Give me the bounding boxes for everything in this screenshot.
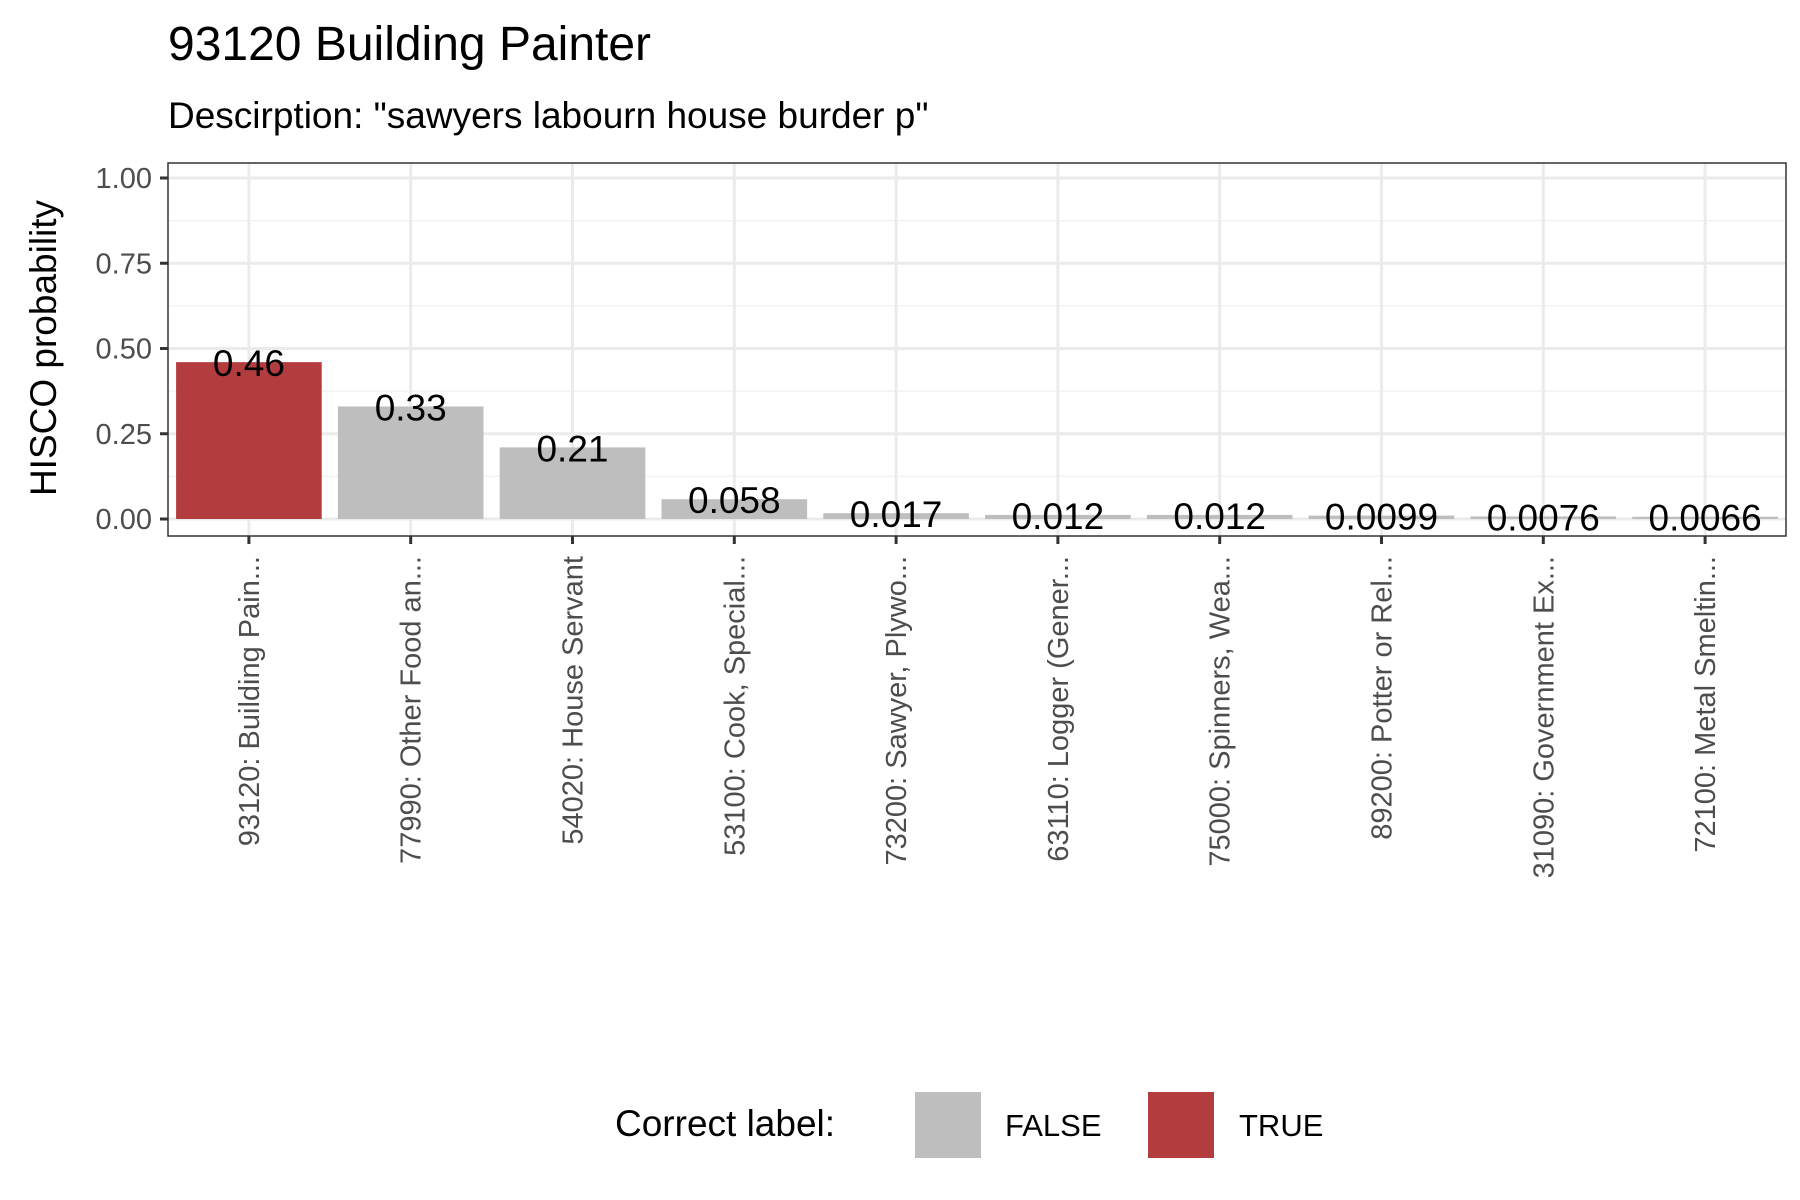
data-label: 0.012 <box>1173 496 1266 537</box>
legend-swatch-false <box>915 1092 981 1158</box>
bar <box>1470 516 1617 519</box>
data-label: 0.058 <box>688 480 781 521</box>
data-label: 0.0099 <box>1325 497 1438 538</box>
data-label: 0.0076 <box>1487 497 1600 538</box>
x-tick-label: 63110: Logger (Gener... <box>1043 556 1075 862</box>
bar <box>176 362 322 519</box>
bar <box>1146 514 1293 519</box>
legend: Correct label: FALSE TRUE <box>615 1092 1323 1158</box>
bar <box>985 514 1131 519</box>
x-tick-label: 31090: Government Ex... <box>1528 556 1560 878</box>
x-tick-label: 77990: Other Food an... <box>396 556 428 864</box>
data-label: 0.017 <box>850 494 943 535</box>
chart-title: 93120 Building Painter <box>168 18 651 71</box>
x-tick-label: 75000: Spinners, Wea... <box>1205 556 1237 867</box>
y-tick-label: 0.50 <box>96 334 152 366</box>
bar <box>1632 516 1778 519</box>
x-tick-label: 73200: Sawyer, Plywo... <box>881 556 913 866</box>
x-tick-label: 72100: Metal Smeltin... <box>1690 556 1722 853</box>
bar <box>337 406 484 519</box>
data-label: 0.012 <box>1012 496 1105 537</box>
legend-label-false: FALSE <box>1005 1108 1102 1143</box>
data-label: 0.46 <box>213 343 285 384</box>
y-tick-label: 0.75 <box>96 248 152 280</box>
x-tick-label: 89200: Potter or Rel... <box>1367 556 1399 840</box>
data-label: 0.21 <box>536 428 608 469</box>
x-tick-label: 93120: Building Pain... <box>234 556 266 846</box>
data-label: 0.33 <box>375 387 447 428</box>
legend-title: Correct label: <box>615 1103 835 1144</box>
plot-area: 0.46 0.33 0.21 0.058 0.017 0.012 0.012 0.0099 0.… <box>96 162 1787 878</box>
y-tick-label: 1.00 <box>96 163 152 195</box>
legend-swatch-true <box>1148 1092 1214 1158</box>
x-tick-label: 53100: Cook, Special... <box>719 556 751 856</box>
y-tick-label: 0.25 <box>96 419 152 451</box>
bar <box>1308 515 1455 519</box>
y-tick-label: 0.00 <box>96 504 152 536</box>
legend-label-true: TRUE <box>1239 1108 1323 1143</box>
bar <box>823 513 969 519</box>
chart-subtitle: Descirption: "sawyers labourn house burd… <box>168 95 929 136</box>
x-tick-label: 54020: House Servant <box>558 556 590 845</box>
y-axis-label: HISCO probability <box>23 199 64 496</box>
data-label: 0.0066 <box>1649 498 1762 539</box>
bar <box>499 447 646 519</box>
bar <box>661 499 808 519</box>
